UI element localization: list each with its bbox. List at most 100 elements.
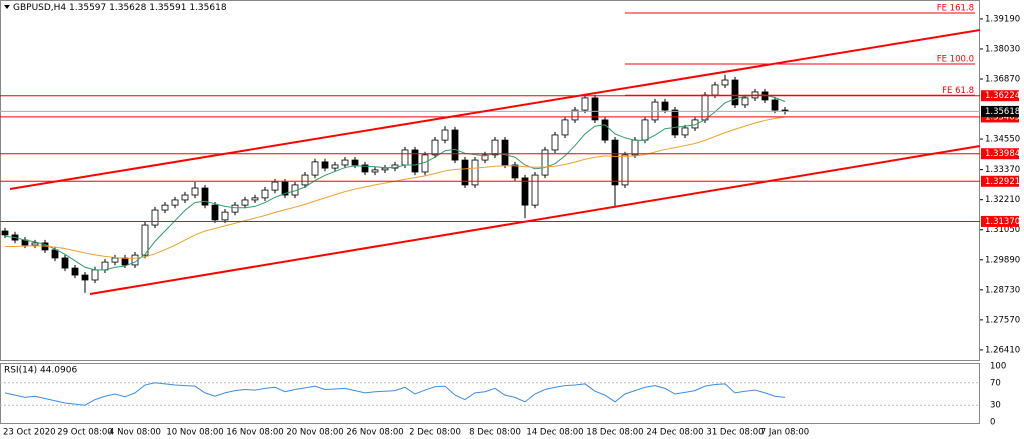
- candle-body: [461, 159, 469, 186]
- level-label: 1.32921: [985, 177, 1020, 187]
- candle-body: [181, 194, 189, 201]
- y-tick-label: 1.39190: [985, 14, 1020, 24]
- candle-body: [341, 159, 349, 166]
- candle-body: [711, 84, 719, 96]
- rsi-line: [4, 382, 786, 406]
- candle-body: [331, 164, 339, 169]
- candle-body: [71, 267, 79, 276]
- level-tag: [981, 215, 1019, 227]
- candle-body: [211, 204, 219, 221]
- channel-upper: [9, 29, 981, 190]
- candle-body: [541, 149, 549, 176]
- x-tick-label: 29 Oct 08:00: [57, 428, 112, 438]
- rsi-tick-label: 0: [990, 418, 995, 428]
- main-panel: [0, 0, 980, 361]
- candle-body: [231, 204, 239, 213]
- quote-high: 1.35628: [109, 3, 146, 13]
- candle-body: [511, 164, 519, 179]
- x-tick-label: 20 Nov 08:00: [286, 428, 343, 438]
- candle-body: [151, 209, 159, 226]
- candle-body: [531, 174, 539, 206]
- quote-close: 1.35618: [189, 3, 226, 13]
- y-tick-label: 1.27570: [985, 315, 1020, 325]
- candle-body: [161, 204, 169, 211]
- level-label: 1.31370: [985, 217, 1020, 227]
- x-tick-label: 16 Nov 08:00: [226, 428, 283, 438]
- candle-body: [311, 161, 319, 176]
- level-tag: [981, 175, 1019, 187]
- candle-body: [81, 274, 89, 281]
- candle-body: [401, 149, 409, 166]
- price-tag: [981, 105, 1019, 117]
- candle-body: [221, 211, 229, 221]
- chart-header: GBPUSD,H4 1.35597 1.35628 1.35591 1.3561…: [13, 3, 227, 13]
- candle-body: [521, 177, 529, 206]
- candle-body: [731, 79, 739, 106]
- channel-lower: [89, 145, 981, 295]
- moving-average: [4, 94, 786, 271]
- candle-body: [201, 187, 209, 206]
- candle-body: [681, 127, 689, 136]
- candle-body: [451, 129, 459, 161]
- candle-body: [431, 139, 439, 156]
- x-tick-label: 26 Nov 08:00: [346, 428, 403, 438]
- level-tag: [981, 90, 1019, 102]
- candle-body: [671, 109, 679, 136]
- candle-body: [411, 149, 419, 173]
- candle-body: [601, 119, 609, 141]
- level-tag: [981, 111, 1019, 123]
- candle-body: [321, 161, 329, 169]
- candle-body: [471, 159, 479, 186]
- x-tick-label: 18 Dec 08:00: [586, 428, 643, 438]
- candle-body: [691, 119, 699, 129]
- candle-body: [301, 174, 309, 186]
- candle-body: [271, 181, 279, 191]
- candle-body: [571, 109, 579, 121]
- candle-body: [621, 154, 629, 186]
- candle-body: [141, 224, 149, 256]
- candle-body: [641, 119, 649, 141]
- candle-body: [371, 169, 379, 173]
- candle-body: [771, 99, 779, 111]
- candle-body: [381, 167, 389, 171]
- candle-body: [171, 199, 179, 206]
- candle-body: [551, 134, 559, 151]
- candle-body: [611, 139, 619, 186]
- candle-body: [281, 181, 289, 196]
- level-label: 1.36224: [985, 91, 1020, 101]
- level-label: 1.33984: [985, 149, 1020, 159]
- symbol-menu-arrow[interactable]: [4, 5, 10, 9]
- x-tick-label: 31 Dec 08:00: [706, 428, 763, 438]
- y-tick-label: 1.26410: [985, 345, 1020, 355]
- x-tick-label: 8 Dec 08:00: [469, 428, 521, 438]
- y-tick-label: 1.33370: [985, 165, 1020, 175]
- candle-body: [351, 159, 359, 166]
- y-tick-label: 1.31050: [985, 225, 1020, 235]
- fe-label: FE 161.8: [937, 3, 974, 13]
- candle-body: [481, 154, 489, 161]
- y-tick-label: 1.32210: [985, 195, 1020, 205]
- candle-body: [241, 199, 249, 206]
- fe-label: FE 100.0: [937, 54, 974, 64]
- candle-body: [741, 97, 749, 106]
- candle-body: [121, 257, 129, 266]
- x-tick-label: 7 Jan 08:00: [761, 428, 809, 438]
- candle-body: [631, 139, 639, 156]
- x-tick-label: 4 Nov 08:00: [109, 428, 161, 438]
- fe-label: FE 61.8: [942, 86, 974, 96]
- candle-body: [1, 230, 9, 236]
- quote-open: 1.35597: [69, 3, 106, 13]
- price-label: 1.35618: [985, 107, 1020, 117]
- y-tick-label: 1.34550: [985, 135, 1020, 145]
- candle-body: [581, 97, 589, 111]
- x-tick-label: 14 Dec 08:00: [526, 428, 583, 438]
- rsi-tick-label: 70: [990, 378, 1001, 388]
- candle-body: [111, 257, 119, 263]
- y-tick-label: 1.36870: [985, 74, 1020, 84]
- candle-body: [491, 139, 499, 156]
- candle-body: [61, 257, 69, 269]
- rsi-tick-label: 100: [990, 362, 1006, 372]
- x-tick-label: 10 Nov 08:00: [166, 428, 223, 438]
- candle-body: [721, 79, 729, 86]
- candle-body: [361, 164, 369, 173]
